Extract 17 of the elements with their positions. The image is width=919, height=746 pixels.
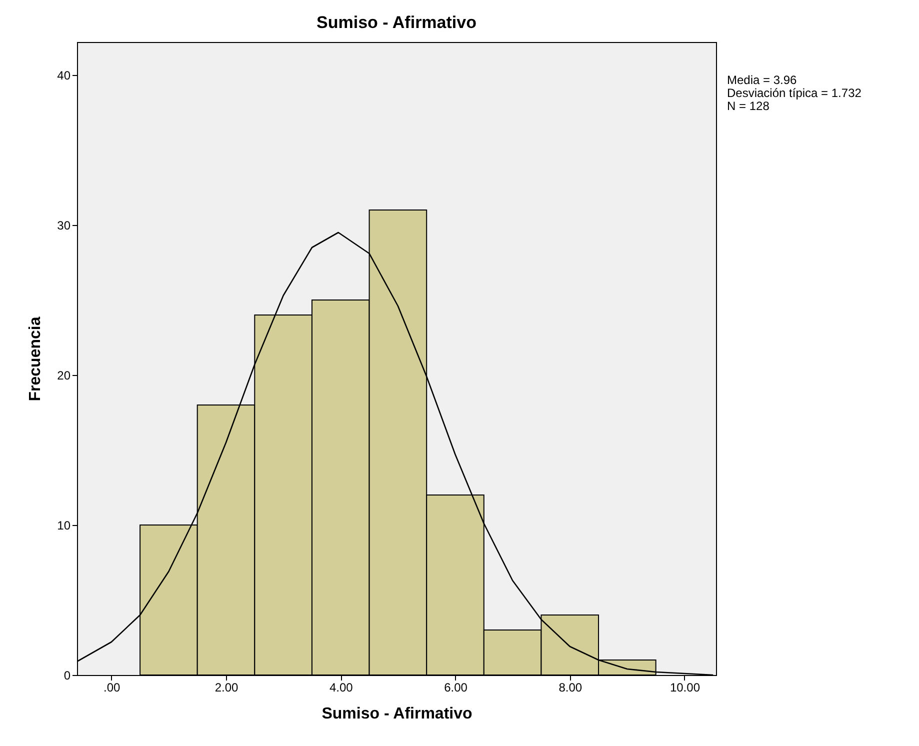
- text: Media = 3.96: [727, 73, 798, 87]
- y-axis-title: Frecuencia: [27, 316, 44, 402]
- x-tick-label: 8.00: [558, 680, 582, 694]
- x-tick-label: 10.00: [670, 680, 700, 694]
- x-tick-label: 6.00: [444, 680, 468, 694]
- y-tick-label: 40: [57, 68, 71, 82]
- text: Desviación típica = 1.732: [727, 86, 862, 100]
- x-tick-label: .00: [104, 680, 121, 694]
- y-tick-label: 0: [64, 668, 71, 682]
- y-tick-label: 30: [57, 218, 71, 232]
- x-tick-label: 4.00: [329, 680, 354, 694]
- text: N = 128: [727, 99, 770, 113]
- chart-title: Sumiso - Afirmativo: [316, 13, 476, 32]
- x-axis-title: Sumiso - Afirmativo: [322, 706, 472, 722]
- y-tick-label: 10: [57, 518, 71, 532]
- y-tick-label: 20: [57, 368, 71, 382]
- x-tick-label: 2.00: [214, 680, 239, 694]
